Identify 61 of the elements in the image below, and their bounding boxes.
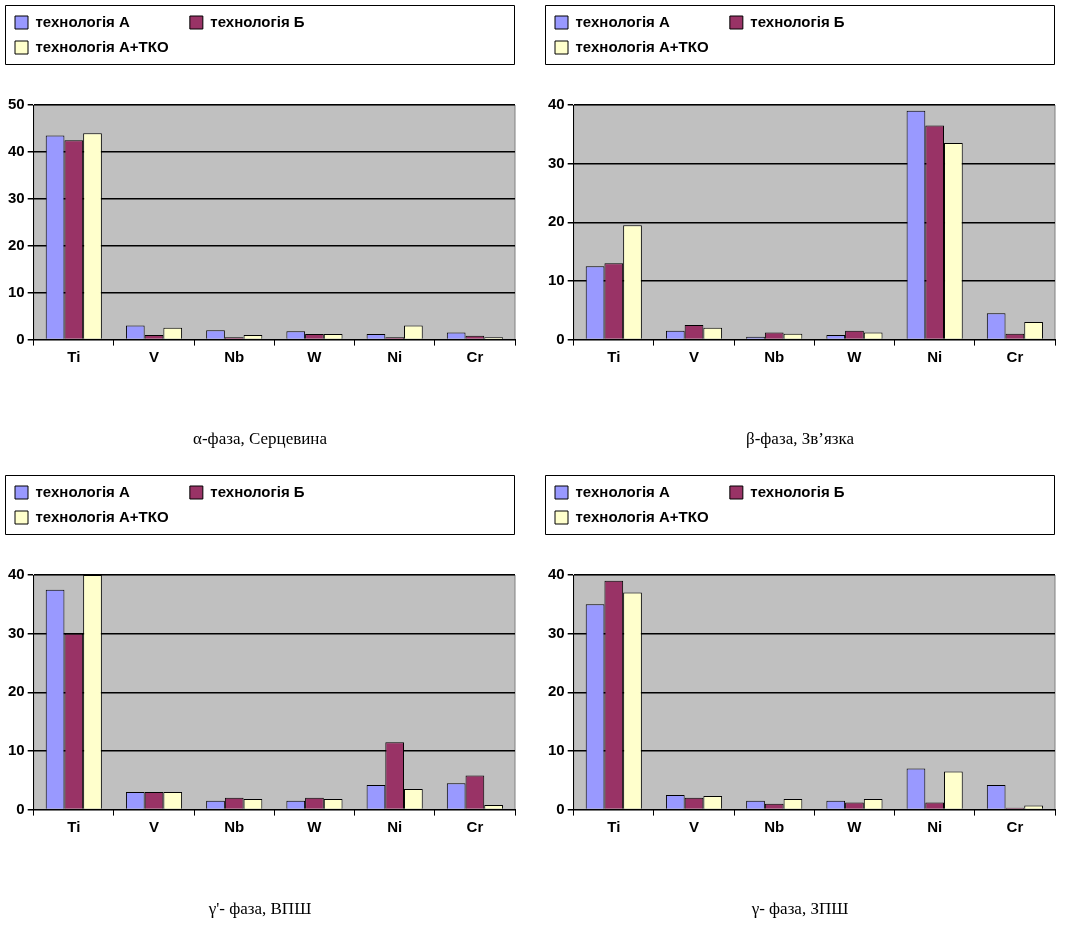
x-tick-label: W: [307, 817, 323, 835]
y-tick-label: 0: [16, 329, 25, 347]
x-tick-label: Nb: [764, 817, 785, 835]
y-tick-label: 30: [548, 153, 565, 171]
y-tick-label: 40: [548, 95, 565, 113]
x-tick-label: Ni: [927, 347, 943, 365]
x-tick-label: W: [847, 347, 863, 365]
x-tick-label: Cr: [466, 817, 484, 835]
y-tick-label: 30: [8, 188, 25, 206]
y-tick-label: 40: [548, 565, 565, 583]
y-tick-label: 10: [548, 271, 565, 289]
y-tick-label: 30: [548, 623, 565, 641]
legend-label: технологія Б: [210, 482, 355, 500]
legend-label: технологія А+ТКО: [35, 37, 219, 55]
x-tick-label: Nb: [764, 347, 785, 365]
x-tick-label: V: [149, 817, 160, 835]
y-tick-label: 10: [8, 741, 25, 759]
text: γ- фаза, ЗПШ: [750, 899, 849, 919]
x-tick-label: V: [149, 347, 160, 365]
legend-label: технологія А: [575, 482, 720, 500]
x-tick-label: Ti: [607, 347, 621, 365]
x-tick-label: Nb: [224, 817, 245, 835]
y-tick-label: 50: [8, 95, 25, 113]
legend-label: технологія Б: [210, 12, 355, 30]
text: γ'- фаза, ВПШ: [207, 899, 312, 919]
x-tick-label: V: [689, 347, 700, 365]
legend-label: технологія А: [575, 12, 720, 30]
y-tick-label: 30: [8, 623, 25, 641]
x-tick-label: W: [307, 347, 323, 365]
x-tick-label: Ti: [607, 817, 621, 835]
x-tick-label: W: [847, 817, 863, 835]
legend-label: технологія А+ТКО: [575, 507, 759, 525]
x-tick-label: Ti: [67, 347, 81, 365]
x-tick-label: Ni: [387, 347, 403, 365]
x-tick-label: Cr: [1006, 347, 1024, 365]
x-tick-label: Cr: [1006, 817, 1024, 835]
x-tick-label: Ni: [927, 817, 943, 835]
y-tick-label: 10: [548, 741, 565, 759]
y-tick-label: 20: [548, 212, 565, 230]
y-tick-label: 10: [8, 282, 25, 300]
x-tick-label: Ti: [67, 817, 81, 835]
y-tick-label: 20: [8, 235, 25, 253]
x-tick-label: Cr: [466, 347, 484, 365]
legend-label: технологія Б: [750, 12, 895, 30]
y-tick-label: 40: [8, 565, 25, 583]
legend-label: технологія Б: [750, 482, 895, 500]
legend-label: технологія А: [35, 12, 180, 30]
legend-label: технологія А+ТКО: [575, 37, 759, 55]
legend-label: технологія А: [35, 482, 180, 500]
y-tick-label: 0: [16, 799, 25, 817]
x-tick-label: Nb: [224, 347, 245, 365]
y-tick-label: 20: [548, 682, 565, 700]
text: α-фаза, Серцевина: [193, 429, 328, 449]
legend-label: технологія А+ТКО: [35, 507, 219, 525]
y-tick-label: 0: [556, 799, 565, 817]
y-tick-label: 0: [556, 329, 565, 347]
text: β-фаза, Зв’язка: [746, 429, 855, 449]
y-tick-label: 40: [8, 142, 25, 160]
x-tick-label: Ni: [387, 817, 403, 835]
y-tick-label: 20: [8, 682, 25, 700]
x-tick-label: V: [689, 817, 700, 835]
